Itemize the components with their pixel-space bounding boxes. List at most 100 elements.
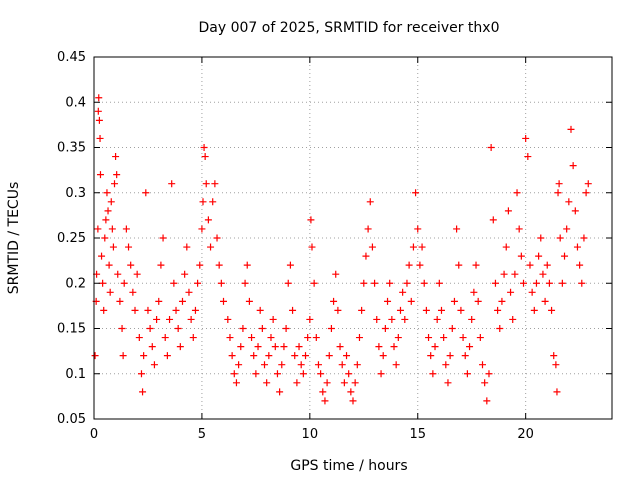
data-point [267, 334, 275, 342]
data-point [131, 306, 139, 314]
data-point [250, 352, 258, 360]
data-point [407, 297, 415, 305]
data-point [125, 243, 133, 251]
data-point [388, 315, 396, 323]
data-point [340, 379, 348, 387]
data-point [122, 225, 130, 233]
data-point [202, 180, 210, 188]
data-point [239, 325, 247, 332]
data-point [211, 180, 219, 188]
data-point [252, 370, 260, 378]
data-point [273, 370, 281, 378]
data-point [201, 153, 209, 161]
data-point [520, 279, 528, 287]
data-point [105, 261, 113, 269]
data-point [248, 334, 256, 342]
data-point [399, 288, 407, 296]
y-tick-label: 0.3 [65, 186, 86, 201]
data-point [377, 370, 385, 378]
data-point [433, 315, 441, 323]
data-point [120, 279, 128, 287]
data-point [263, 379, 271, 387]
data-point [98, 252, 106, 260]
x-tick-label: 5 [198, 427, 206, 442]
data-point [440, 334, 448, 342]
data-point [129, 288, 137, 296]
data-point [487, 144, 495, 151]
data-point [494, 306, 502, 314]
data-point [276, 388, 284, 396]
data-point [517, 252, 525, 260]
data-point [213, 234, 221, 242]
data-point [330, 297, 338, 305]
data-point [446, 352, 454, 360]
data-point [319, 388, 327, 396]
data-point [148, 343, 156, 351]
data-point [555, 180, 563, 188]
data-point [107, 198, 115, 206]
y-tick-label: 0.45 [57, 50, 86, 65]
data-point [114, 270, 122, 278]
data-point [108, 225, 116, 233]
data-point [338, 361, 346, 369]
data-point [358, 306, 366, 314]
data-point [161, 334, 169, 342]
data-point [567, 125, 575, 133]
data-point [386, 279, 394, 287]
data-point [418, 243, 426, 251]
data-point [366, 198, 374, 206]
x-axis-label: GPS time / hours [290, 458, 407, 474]
data-point [94, 225, 102, 233]
data-point [199, 198, 207, 206]
data-point [561, 252, 569, 260]
data-point [511, 270, 519, 278]
data-point [91, 352, 99, 360]
data-point [427, 352, 435, 360]
data-point [226, 334, 234, 342]
data-point [582, 189, 590, 197]
data-point [507, 288, 515, 296]
data-point [228, 352, 236, 360]
data-point [353, 361, 361, 369]
data-point [284, 279, 292, 287]
data-point [217, 279, 225, 287]
data-point [343, 352, 351, 360]
data-point [476, 334, 484, 342]
data-point [450, 297, 458, 305]
chart-title: Day 007 of 2025, SRMTID for receiver thx… [199, 20, 500, 36]
data-point [261, 361, 269, 369]
x-tick-label: 10 [302, 427, 319, 442]
data-point [504, 207, 512, 215]
data-point [429, 370, 437, 378]
data-point [576, 261, 584, 269]
data-point [304, 334, 312, 342]
y-tick-label: 0.4 [65, 95, 86, 110]
data-point [269, 315, 277, 323]
data-point [109, 243, 117, 251]
data-point [140, 352, 148, 360]
data-point [537, 234, 545, 242]
data-point [325, 352, 333, 360]
data-point [548, 306, 556, 314]
data-point [444, 379, 452, 387]
data-point [379, 352, 387, 360]
data-point [185, 288, 193, 296]
data-point [327, 325, 335, 332]
data-point [137, 370, 145, 378]
data-point [224, 315, 232, 323]
data-point [552, 361, 560, 369]
data-point [243, 261, 251, 269]
data-point [280, 343, 288, 351]
data-point [308, 243, 316, 251]
data-point [146, 325, 154, 332]
data-point [196, 261, 204, 269]
data-point [541, 297, 549, 305]
data-point [355, 334, 363, 342]
data-point [526, 261, 534, 269]
data-point [321, 397, 329, 405]
data-point [453, 225, 461, 233]
data-point [347, 388, 355, 396]
data-point [99, 279, 107, 287]
data-point [565, 198, 573, 206]
